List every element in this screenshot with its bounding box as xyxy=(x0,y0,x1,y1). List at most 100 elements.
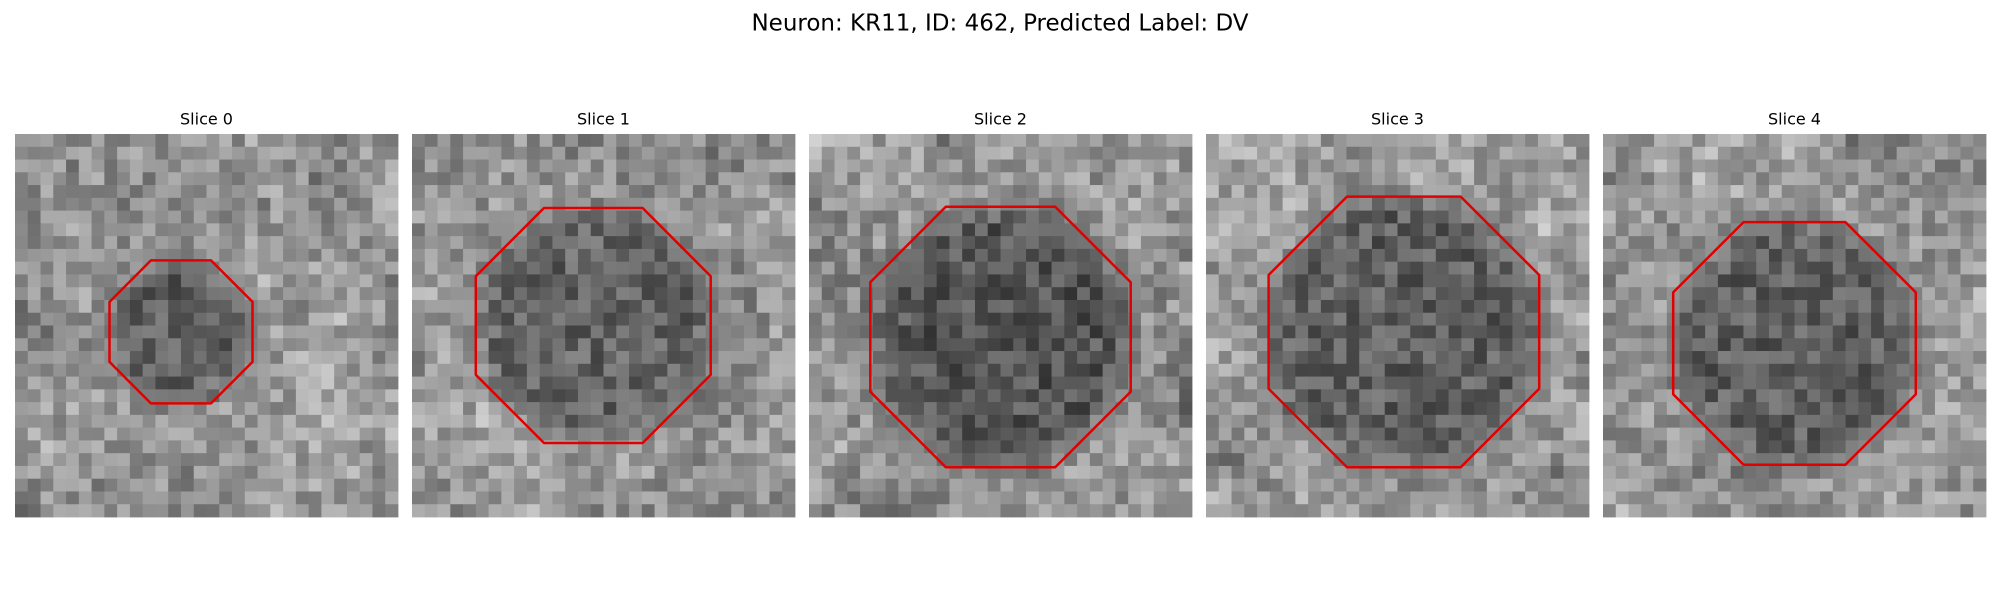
slice-image xyxy=(15,134,399,518)
pixel xyxy=(616,299,630,314)
pixel xyxy=(1282,172,1296,186)
pixel xyxy=(91,134,105,148)
pixel xyxy=(206,134,220,148)
pixel xyxy=(1692,338,1706,352)
pixel xyxy=(104,414,118,429)
pixel xyxy=(1743,274,1757,288)
pixel xyxy=(705,274,719,288)
pixel xyxy=(756,465,770,480)
pixel xyxy=(911,465,925,480)
pixel xyxy=(949,287,963,301)
pixel xyxy=(577,504,592,518)
pixel xyxy=(987,172,1001,186)
pixel xyxy=(1615,363,1629,377)
pixel xyxy=(1153,504,1167,518)
pixel xyxy=(1883,299,1898,314)
pixel xyxy=(629,312,643,326)
pixel xyxy=(219,287,233,301)
pixel xyxy=(641,504,655,518)
pixel xyxy=(1576,427,1590,441)
pixel xyxy=(1563,172,1577,186)
pixel xyxy=(244,478,258,492)
pixel xyxy=(1231,376,1245,390)
pixel xyxy=(15,172,29,186)
pixel xyxy=(860,414,874,429)
pixel xyxy=(1448,402,1462,416)
pixel xyxy=(450,223,464,237)
pixel xyxy=(1384,159,1398,173)
pixel xyxy=(1038,261,1052,275)
pixel xyxy=(552,478,566,492)
pixel xyxy=(168,478,182,492)
pixel xyxy=(1576,261,1590,275)
pixel xyxy=(66,223,80,237)
pixel xyxy=(27,236,41,250)
pixel xyxy=(1320,248,1335,263)
pixel xyxy=(27,427,41,441)
pixel xyxy=(1871,236,1885,250)
pixel xyxy=(1000,504,1014,518)
pixel xyxy=(1077,185,1091,199)
pixel xyxy=(1654,312,1668,326)
pixel xyxy=(27,223,41,237)
pixel xyxy=(1013,363,1027,377)
pixel xyxy=(616,185,630,199)
pixel xyxy=(1269,491,1283,505)
pixel xyxy=(1896,159,1910,173)
pixel xyxy=(1461,236,1475,250)
pixel xyxy=(1140,414,1155,429)
pixel xyxy=(565,146,579,160)
pixel xyxy=(1474,261,1488,275)
pixel xyxy=(1563,453,1577,467)
pixel xyxy=(1397,159,1411,173)
pixel xyxy=(372,478,386,492)
pixel xyxy=(1756,478,1770,492)
pixel xyxy=(1064,287,1078,301)
pixel xyxy=(1563,223,1577,237)
pixel xyxy=(1794,261,1808,275)
pixel xyxy=(168,236,182,250)
pixel xyxy=(1206,261,1220,275)
pixel xyxy=(898,453,912,467)
pixel xyxy=(1692,465,1706,480)
pixel xyxy=(526,197,541,211)
pixel xyxy=(872,427,886,441)
pixel xyxy=(1269,210,1283,224)
pixel xyxy=(1064,351,1078,365)
pixel xyxy=(680,478,694,492)
pixel xyxy=(1628,427,1642,441)
pixel xyxy=(1359,146,1373,160)
pixel xyxy=(53,236,67,250)
pixel xyxy=(1922,172,1936,186)
pixel xyxy=(1603,299,1617,314)
pixel xyxy=(1666,210,1680,224)
pixel xyxy=(66,325,80,339)
pixel xyxy=(539,363,553,377)
pixel xyxy=(1333,261,1347,275)
pixel xyxy=(117,134,131,148)
pixel xyxy=(629,274,643,288)
pixel xyxy=(936,274,950,288)
pixel xyxy=(232,197,246,211)
pixel xyxy=(809,325,823,339)
pixel xyxy=(450,478,464,492)
pixel xyxy=(372,134,386,148)
pixel xyxy=(463,197,477,211)
pixel xyxy=(1077,427,1091,441)
pixel xyxy=(283,236,297,250)
pixel xyxy=(1295,363,1309,377)
pixel xyxy=(1871,465,1885,480)
pixel xyxy=(769,478,783,492)
pixel xyxy=(257,312,271,326)
pixel xyxy=(321,465,335,480)
pixel xyxy=(923,491,938,505)
pixel xyxy=(911,414,925,429)
pixel xyxy=(53,338,67,352)
pixel xyxy=(1922,427,1936,441)
pixel xyxy=(142,248,156,263)
pixel xyxy=(1832,287,1846,301)
pixel xyxy=(577,414,592,429)
pixel xyxy=(936,389,950,403)
pixel xyxy=(1244,287,1258,301)
pixel xyxy=(923,236,938,250)
